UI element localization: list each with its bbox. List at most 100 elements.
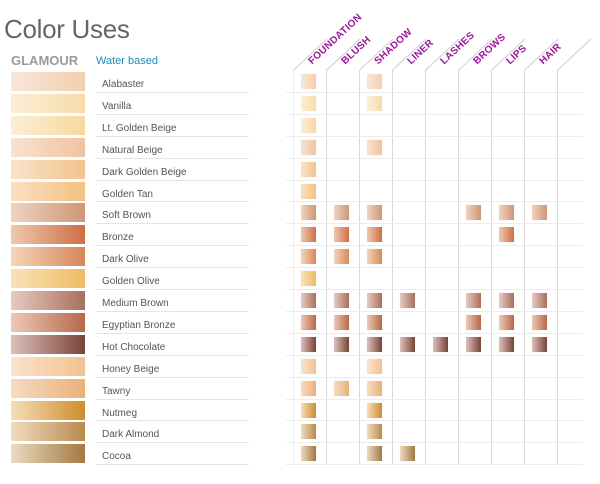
color-swatch [11, 247, 85, 267]
row-divider [96, 157, 249, 159]
shade-name: Golden Tan [102, 188, 153, 200]
grid-row-divider [286, 398, 583, 400]
use-mark-shadow [367, 249, 382, 265]
grid-row-divider [286, 310, 583, 312]
row-divider [96, 464, 249, 466]
use-mark-shadow [367, 402, 382, 418]
use-mark-shadow [367, 358, 382, 374]
row-divider [96, 442, 249, 444]
grid-row-divider [286, 245, 583, 247]
use-mark-foundation [301, 314, 316, 330]
brand-label: GLAMOUR [11, 53, 79, 68]
use-mark-foundation [301, 249, 316, 265]
grid-row-divider [286, 91, 583, 93]
color-swatch [11, 115, 85, 135]
grid-row-divider [286, 420, 583, 422]
shade-name: Tawny [102, 385, 131, 397]
brand-subtitle: Water based [96, 55, 158, 67]
use-mark-lips [499, 205, 514, 221]
use-mark-hair [532, 336, 547, 352]
row-divider [96, 223, 249, 225]
shade-name: Golden Olive [102, 276, 160, 288]
shade-name: Natural Beige [102, 144, 163, 156]
row-divider [96, 332, 249, 334]
use-mark-hair [532, 205, 547, 221]
row-divider [96, 420, 249, 422]
column-header-hair: HAIR [537, 41, 564, 67]
grid-row-divider [286, 442, 583, 444]
shade-name: Lt. Golden Beige [102, 122, 177, 134]
use-mark-foundation [301, 293, 316, 308]
color-swatch [11, 72, 85, 91]
row-divider [96, 135, 249, 137]
grid-row-divider [286, 376, 583, 378]
shade-name: Honey Beige [102, 363, 160, 375]
use-mark-shadow [367, 446, 382, 462]
use-mark-foundation [301, 183, 316, 199]
row-divider [96, 354, 249, 356]
use-mark-lashes [433, 336, 448, 352]
shade-name: Nutmeg [102, 407, 138, 419]
use-mark-blush [334, 227, 349, 243]
color-swatch [11, 93, 85, 113]
color-swatch [11, 422, 85, 442]
use-mark-foundation [301, 139, 316, 155]
row-divider [96, 201, 249, 203]
shade-name: Egyptian Bronze [102, 319, 176, 331]
row-divider [96, 245, 249, 247]
color-swatch [11, 137, 85, 157]
shade-name: Alabaster [102, 79, 145, 90]
use-mark-lips [499, 293, 514, 308]
use-mark-liner [400, 293, 415, 308]
use-mark-lips [499, 314, 514, 330]
use-mark-foundation [301, 380, 316, 396]
use-mark-liner [400, 336, 415, 352]
use-mark-liner [400, 446, 415, 462]
color-swatch [11, 334, 85, 354]
header-divider [557, 38, 592, 71]
color-swatch [11, 159, 85, 179]
column-header-lashes: LASHES [438, 30, 477, 68]
use-mark-foundation [301, 424, 316, 440]
shade-name: Dark Golden Beige [102, 166, 187, 178]
grid-row-divider [286, 267, 583, 269]
color-swatch [11, 269, 85, 289]
use-mark-hair [532, 314, 547, 330]
shade-name: Medium Brown [102, 298, 169, 309]
use-mark-foundation [301, 95, 316, 111]
use-mark-foundation [301, 402, 316, 418]
row-divider [96, 113, 249, 115]
grid-row-divider [286, 135, 583, 137]
shade-name: Dark Olive [102, 254, 149, 266]
shade-name: Bronze [102, 232, 134, 244]
color-swatch [11, 378, 85, 398]
grid-row-divider [286, 223, 583, 225]
use-mark-foundation [301, 227, 316, 243]
use-mark-shadow [367, 95, 382, 111]
color-swatch [11, 444, 85, 464]
use-mark-shadow [367, 314, 382, 330]
use-mark-foundation [301, 271, 316, 287]
use-mark-shadow [367, 380, 382, 396]
grid-row-divider [286, 332, 583, 334]
use-mark-shadow [367, 227, 382, 243]
use-mark-lips [499, 336, 514, 352]
color-swatch [11, 203, 85, 223]
use-mark-foundation [301, 358, 316, 374]
shade-name: Cocoa [102, 451, 131, 463]
color-swatch [11, 356, 85, 376]
column-header-lips: LIPS [504, 42, 530, 67]
row-divider [96, 179, 249, 181]
use-mark-lips [499, 227, 514, 243]
grid-row-divider [286, 289, 583, 290]
use-mark-shadow [367, 424, 382, 440]
row-divider [96, 310, 249, 312]
use-mark-brows [466, 314, 481, 330]
row-divider [96, 398, 249, 400]
row-divider [96, 289, 249, 290]
shade-name: Soft Brown [102, 210, 151, 222]
use-mark-foundation [301, 336, 316, 352]
use-mark-blush [334, 293, 349, 308]
row-divider [96, 91, 249, 93]
use-mark-shadow [367, 139, 382, 155]
